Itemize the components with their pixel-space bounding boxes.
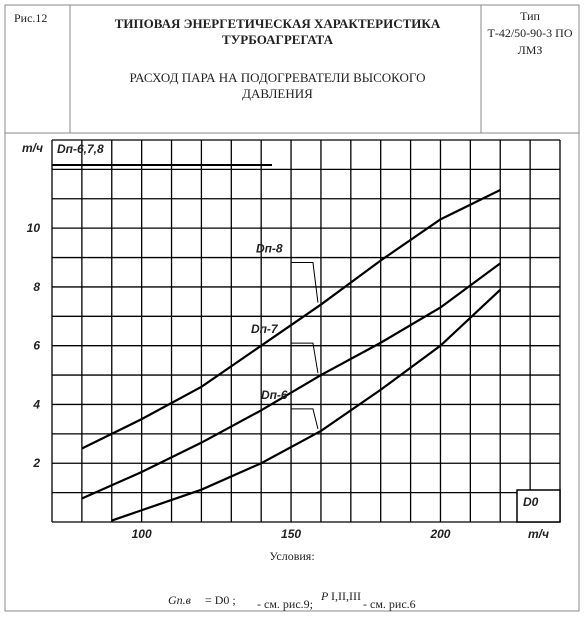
formula-g: Gп.в [168,593,191,607]
y-tick-label: 4 [32,397,40,411]
leader [290,408,319,430]
title: ТИПОВАЯ ЭНЕРГЕТИЧЕСКАЯ ХАРАКТЕРИСТИКА ТУ… [114,16,441,47]
type-label: Тип [520,9,540,23]
curve [111,289,501,522]
leader [290,342,319,374]
subtitle: РАСХОД ПАРА НА ПОДОГРЕВАТЕЛИ ВЫСОКОГО ДА… [129,70,426,101]
x-tick-label: 200 [429,527,450,541]
ref: - см. рис.6 [363,597,416,611]
y-tick-label: 8 [33,280,40,294]
type-value: Т-42/50-90-3 ПО ЛМЗ [487,26,573,57]
y-unit: т/ч [22,141,43,155]
conditions: Условия: [269,549,314,563]
x-corner-label: D0 [523,495,539,509]
y-tick-label: 2 [32,456,40,470]
formula-eq: = D0 ; [205,593,236,607]
curve [81,188,501,450]
x-tick-label: 150 [281,527,301,541]
series-label: Dп-6 [261,388,288,402]
ref: - см. рис.9; [257,597,313,611]
frame [4,4,580,612]
header-text: ТИПОВАЯ ЭНЕРГЕТИЧЕСКАЯ ХАРАКТЕРИСТИКА ТУ… [114,16,441,101]
y-corner-label: Dп-6,7,8 [57,142,104,156]
figure-number: Рис.12 [14,11,47,25]
x-unit: т/ч [528,527,549,541]
type-cell: Тип Т-42/50-90-3 ПО ЛМЗ [487,9,573,57]
curve [81,262,501,500]
corner-box [516,489,561,523]
formula-p: P [320,589,329,603]
formula-p-sub: I,II,III [331,589,361,603]
y-tick-label: 6 [33,339,40,353]
leader [290,262,319,303]
series-label: Dп-8 [256,242,283,256]
x-tick-label: 100 [132,527,152,541]
y-tick-label: 10 [27,221,41,235]
series-label: Dп-7 [251,322,279,336]
